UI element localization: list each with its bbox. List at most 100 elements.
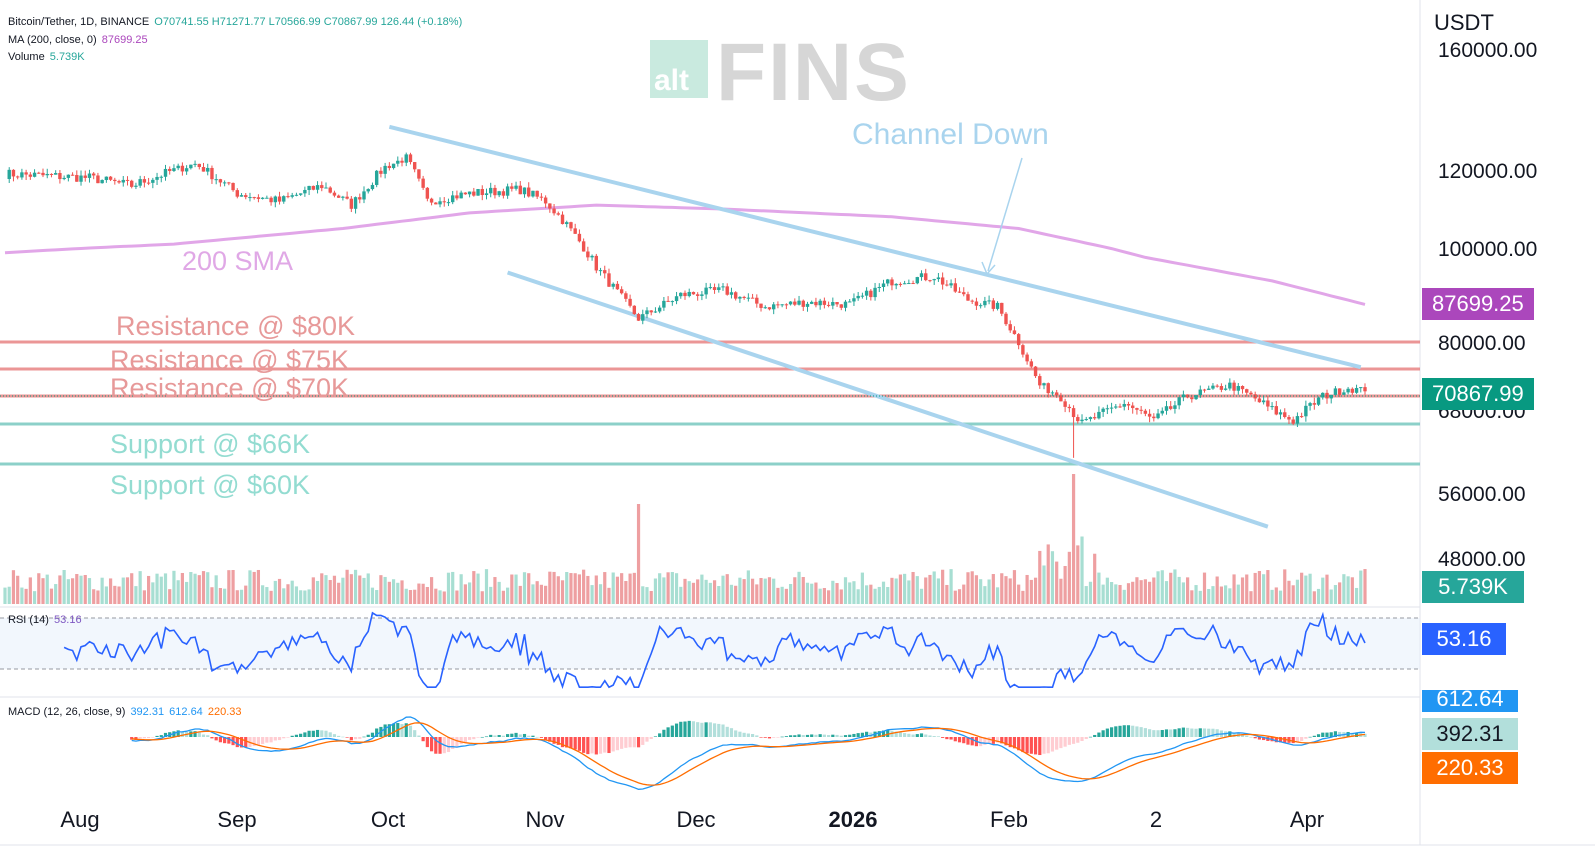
macd-histogram-bar [995, 737, 1000, 743]
volume-bar [527, 573, 531, 604]
volume-bar [569, 573, 573, 604]
volume-bar [544, 585, 548, 604]
volume-bar [1236, 584, 1240, 604]
watermark-alt: alt [654, 64, 690, 97]
volume-bar [501, 590, 505, 604]
volume-bar [1194, 585, 1198, 604]
macd-histogram-bar [404, 723, 408, 737]
macd-histogram-bar [1097, 732, 1101, 737]
candle-body [1025, 354, 1029, 362]
macd-histogram-bar [1046, 737, 1050, 754]
volume-bar [218, 588, 223, 604]
macd-histogram-bar [256, 737, 261, 746]
volume-bar [932, 571, 936, 604]
candle-body [983, 300, 987, 306]
volume-bar [425, 586, 429, 604]
volume-bar [214, 575, 218, 604]
candle-body [1050, 392, 1055, 394]
volume-bar [860, 572, 864, 604]
candle-body [1169, 406, 1173, 409]
candle-body [396, 160, 400, 164]
candle-body [1063, 401, 1067, 407]
volume-bar [429, 577, 434, 604]
candle-body [860, 295, 865, 297]
volume-bar [1156, 571, 1160, 604]
macd-histogram-bar [193, 731, 197, 737]
candle-body [543, 197, 548, 204]
candle-body [1232, 382, 1236, 391]
macd-histogram-bar [294, 734, 299, 737]
candle-body [603, 270, 607, 274]
candle-body [611, 283, 615, 287]
candle-body [37, 172, 41, 174]
candle-body [632, 305, 637, 315]
macd-histogram-bar [261, 737, 265, 744]
candle-body [349, 198, 354, 209]
candle-body [881, 283, 886, 287]
candle-body [184, 168, 189, 172]
macd-histogram-bar [142, 737, 146, 739]
candle-body [244, 195, 248, 198]
volume-bar [582, 569, 586, 604]
volume-bar [138, 571, 142, 604]
macd-histogram-bar [957, 737, 962, 743]
macd-histogram-bar [746, 733, 750, 737]
volume-bar [172, 570, 176, 604]
candle-body [193, 163, 197, 165]
macd-histogram-bar [353, 737, 358, 740]
candle-body [91, 173, 96, 176]
candle-body [1245, 389, 1249, 393]
rsi-band [0, 618, 1420, 669]
macd-histogram-bar [1063, 737, 1067, 747]
macd-histogram-bar [573, 737, 577, 750]
candle-body [666, 300, 670, 302]
volume-bar [277, 578, 282, 604]
macd-histogram-bar [510, 733, 514, 737]
volume-bar [1135, 577, 1139, 604]
candle-body [522, 187, 527, 195]
volume-bar [822, 588, 826, 604]
candle-body [1084, 419, 1088, 421]
volume-bar [750, 578, 755, 604]
volume-bar [1295, 579, 1300, 604]
sma-200-line [4, 203, 1366, 306]
candle-body [248, 197, 252, 199]
candle-body [1080, 419, 1084, 422]
candle-body [484, 193, 489, 196]
candle-body [822, 300, 827, 305]
candle-body [455, 195, 459, 199]
candle-body [818, 300, 822, 306]
volume-bar [818, 588, 822, 604]
macd-histogram-bar [649, 737, 653, 740]
last-price-badge: 70867.99 [1422, 378, 1534, 410]
macd-histogram-bar [628, 737, 632, 748]
macd-histogram-bar [467, 737, 472, 740]
candle-body [227, 182, 231, 184]
macd-histogram-bar [1333, 731, 1338, 737]
macd-histogram-bar [151, 737, 155, 738]
volume-bar [945, 584, 949, 604]
volume-bar [1173, 569, 1177, 604]
macd-histogram-bar [738, 731, 742, 737]
volume-bar [632, 572, 636, 604]
volume-bar [653, 578, 658, 604]
candle-body [260, 197, 265, 199]
candle-body [7, 169, 11, 180]
volume-bar [1084, 586, 1088, 604]
candle-body [1152, 416, 1156, 419]
candle-body [691, 291, 696, 295]
candle-body [1190, 397, 1194, 400]
volume-bar [28, 577, 32, 604]
candle-body [586, 251, 590, 258]
macd-histogram-bar [201, 734, 206, 737]
candle-body [573, 228, 577, 234]
macd-histogram-bar [1067, 737, 1071, 745]
volume-bar [1164, 581, 1169, 604]
macd-histogram-bar [489, 734, 493, 737]
macd-histogram-bar [979, 737, 983, 747]
candle-body [641, 314, 645, 321]
volume-bar [636, 504, 641, 604]
volume-bar [573, 573, 577, 604]
volume-bar [493, 577, 497, 604]
